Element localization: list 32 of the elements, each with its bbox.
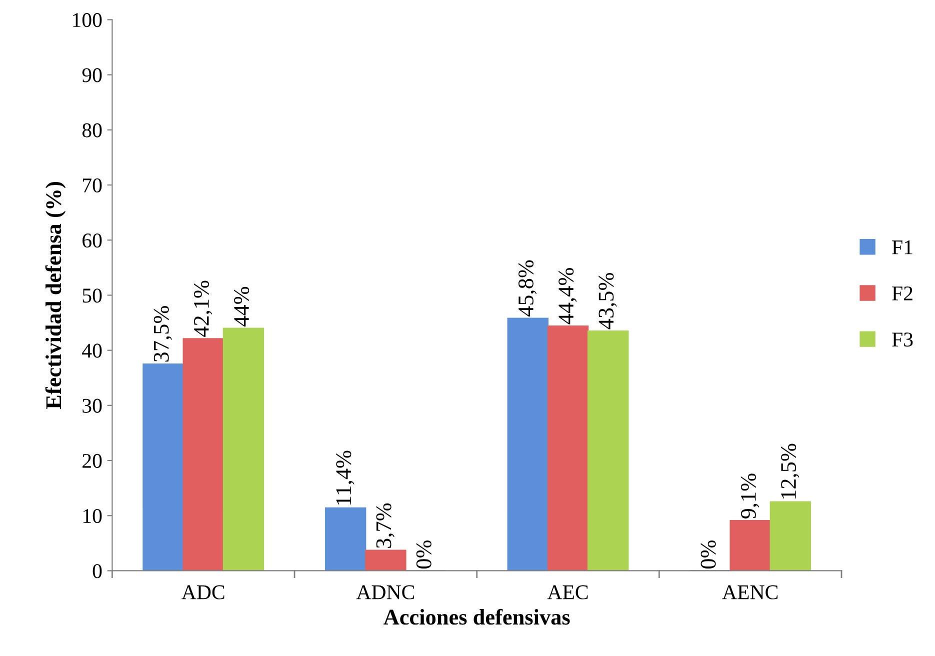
data-label: 45,8% bbox=[518, 260, 537, 317]
y-tick-label: 100 bbox=[73, 13, 102, 28]
data-label: 9,1% bbox=[740, 474, 760, 518]
x-axis-title: Acciones defensivas bbox=[384, 608, 570, 625]
y-tick-label: 30 bbox=[82, 398, 102, 413]
legend-label: F3 bbox=[892, 332, 913, 347]
legend-label: F2 bbox=[892, 286, 912, 300]
data-label: 44,4% bbox=[558, 268, 577, 324]
data-label: 11,4% bbox=[336, 450, 354, 505]
data-label: 3,7% bbox=[376, 503, 394, 548]
y-axis-title: Efectividad defensa (%) bbox=[45, 182, 66, 410]
data-label: 0% bbox=[700, 540, 716, 568]
y-tick-label: 50 bbox=[82, 288, 102, 303]
x-tick-label: ADNC bbox=[356, 585, 414, 600]
y-tick-label: 10 bbox=[83, 508, 102, 524]
legend-label: F1 bbox=[892, 240, 912, 254]
x-tick-label: ADC bbox=[182, 585, 224, 600]
data-label: 42,1% bbox=[194, 280, 212, 337]
y-tick-label: 80 bbox=[82, 123, 102, 138]
x-tick-label: AEC bbox=[547, 585, 588, 600]
y-tick-label: 0 bbox=[92, 564, 102, 578]
data-label: 43,5% bbox=[598, 272, 617, 330]
data-label: 0% bbox=[416, 540, 432, 568]
data-label: 44% bbox=[234, 286, 250, 326]
data-label: 37,5% bbox=[154, 306, 172, 362]
y-tick-label: 70 bbox=[83, 178, 102, 192]
y-tick-label: 60 bbox=[82, 233, 102, 248]
y-tick-label: 40 bbox=[82, 344, 102, 358]
y-tick-label: 20 bbox=[82, 454, 102, 468]
x-tick-label: AENC bbox=[722, 585, 778, 600]
y-tick-label: 90 bbox=[82, 68, 102, 82]
data-label: 12,5% bbox=[781, 444, 800, 498]
